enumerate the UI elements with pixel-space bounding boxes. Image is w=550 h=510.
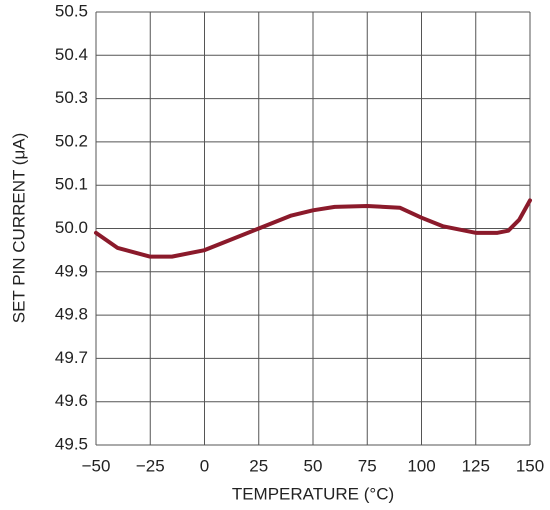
x-tick-label: 150 xyxy=(516,456,544,475)
y-tick-label: 49.7 xyxy=(55,348,88,367)
x-tick-label: 75 xyxy=(358,456,377,475)
x-tick-label: −25 xyxy=(136,456,165,475)
y-axis-label: SET PIN CURRENT (μA) xyxy=(9,133,28,324)
y-tick-label: 50.2 xyxy=(55,131,88,150)
data-line xyxy=(94,198,532,259)
x-tick-label: −50 xyxy=(82,456,111,475)
x-tick-label: 100 xyxy=(407,456,435,475)
y-tick-label: 50.4 xyxy=(55,45,88,64)
y-tick-label: 50.3 xyxy=(55,88,88,107)
y-tick-label: 49.6 xyxy=(55,391,88,410)
y-tick-label: 49.9 xyxy=(55,261,88,280)
x-tick-label: 25 xyxy=(249,456,268,475)
y-tick-label: 50.5 xyxy=(55,1,88,20)
y-tick-label: 49.5 xyxy=(55,434,88,453)
y-tick-label: 49.8 xyxy=(55,305,88,324)
x-axis-label: TEMPERATURE (°C) xyxy=(232,484,394,503)
x-tick-label: 125 xyxy=(462,456,490,475)
y-tick-label: 50.1 xyxy=(55,175,88,194)
x-tick-label: 50 xyxy=(304,456,323,475)
x-tick-label: 0 xyxy=(200,456,209,475)
y-tick-label: 50.0 xyxy=(55,218,88,237)
